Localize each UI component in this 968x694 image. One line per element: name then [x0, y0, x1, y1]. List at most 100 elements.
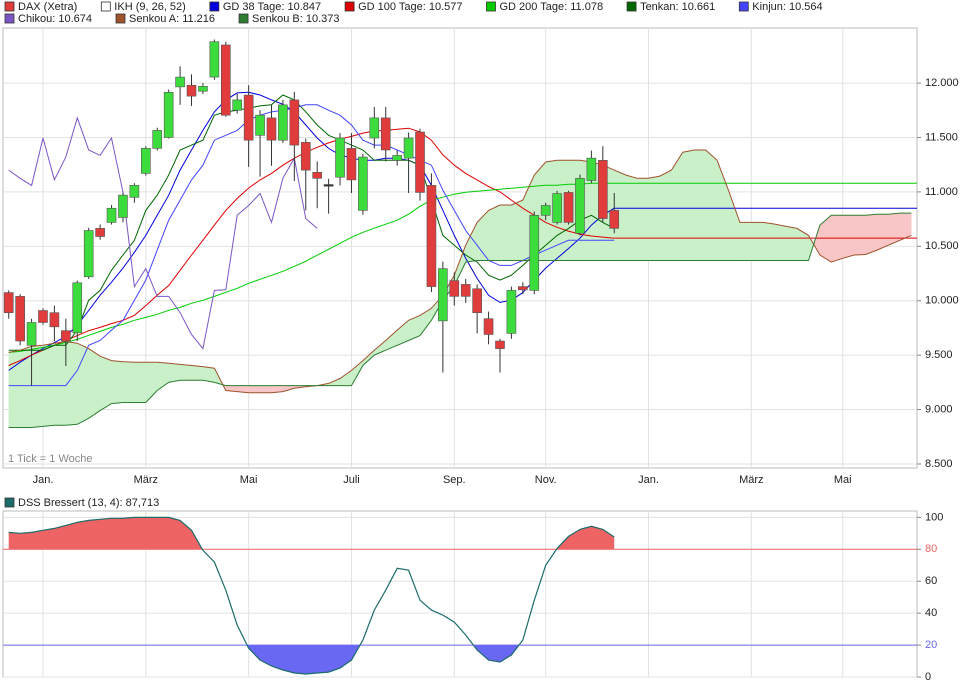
cloud	[259, 385, 272, 393]
legend-swatch	[209, 1, 220, 12]
line-series	[8, 94, 615, 351]
legend-label: DSS Bressert (13, 4): 87,713	[18, 497, 159, 509]
legend-label: DAX (Xetra)	[18, 1, 77, 13]
x-tick-label: Mai	[834, 474, 852, 486]
candle-body	[186, 84, 197, 97]
candle-body	[495, 340, 505, 349]
annotation: 1 Tick = 1 Woche	[8, 453, 92, 465]
x-tick-label: Mai	[240, 474, 258, 486]
candle-body	[609, 210, 620, 229]
candle-body	[72, 282, 83, 334]
candle-body	[506, 290, 517, 334]
cloud	[168, 363, 181, 383]
candle-body	[300, 142, 311, 171]
candle-body	[380, 117, 391, 151]
candle-body	[586, 157, 597, 181]
x-tick-label: März	[134, 474, 158, 486]
cloud	[122, 361, 135, 403]
main-plot	[3, 39, 917, 428]
cloud	[99, 355, 112, 412]
cloud	[625, 174, 638, 261]
candle-body	[220, 44, 231, 116]
y-tick-label: 9.000	[925, 403, 953, 415]
line-series	[8, 104, 615, 387]
y-tick-label: 11.500	[925, 131, 958, 143]
candle-body	[152, 130, 163, 149]
x-tick-label: März	[739, 474, 763, 486]
candle-body	[255, 114, 265, 136]
legend-swatch	[4, 497, 15, 508]
candle-body	[403, 137, 414, 159]
y-tick-label: 40	[925, 607, 937, 619]
cloud	[134, 362, 147, 403]
cloud	[54, 341, 67, 426]
cloud	[499, 204, 512, 261]
level-fill	[8, 645, 615, 674]
line-series	[8, 516, 615, 675]
cloud	[42, 342, 55, 427]
cloud	[888, 212, 901, 246]
cloud	[705, 149, 718, 261]
cloud	[488, 204, 501, 261]
cloud	[876, 214, 889, 251]
legend-label: Senkou B: 10.373	[252, 13, 339, 25]
y-tick-label: 60	[925, 575, 937, 587]
candle-body	[392, 155, 402, 161]
cloud	[248, 385, 261, 393]
candle-body	[449, 280, 460, 297]
cloud	[31, 345, 44, 428]
candle-body	[460, 284, 471, 297]
x-tick-label: Sep.	[443, 474, 466, 486]
candle-body	[438, 268, 448, 322]
x-tick-label: Jan.	[33, 474, 54, 486]
legend-swatch	[626, 1, 637, 12]
cloud	[88, 348, 101, 419]
legend-swatch	[738, 1, 749, 12]
cloud	[671, 151, 683, 261]
candle-body	[141, 148, 151, 174]
x-tick-label: Jan.	[638, 474, 659, 486]
candle-body	[575, 177, 585, 234]
cloud	[648, 175, 661, 261]
cloud	[831, 215, 843, 263]
candle-body	[335, 137, 345, 178]
cloud	[773, 223, 786, 261]
cloud	[842, 215, 855, 259]
candle-body	[289, 99, 300, 146]
legend-swatch	[238, 13, 249, 24]
candle-body	[529, 214, 540, 291]
x-tick-label: Juli	[343, 474, 360, 486]
y-tick-label: 9.500	[925, 349, 953, 361]
y-tick-label: 10.500	[925, 240, 959, 252]
cloud	[762, 222, 775, 261]
candle-body	[3, 292, 14, 313]
candle-body	[323, 184, 334, 187]
cloud	[77, 342, 89, 425]
line-series	[8, 116, 318, 350]
cloud	[739, 222, 752, 261]
legend-swatch	[115, 13, 126, 24]
cloud	[682, 149, 695, 261]
candle-body	[369, 117, 380, 139]
candle-body	[552, 193, 562, 223]
candle-body	[49, 312, 60, 328]
cloud	[865, 213, 878, 255]
y-tick-label: 80	[925, 543, 937, 555]
candle-body	[540, 205, 551, 216]
cloud	[785, 225, 798, 261]
legend-swatch	[486, 1, 496, 12]
legend-label: GD 38 Tage: 10.847	[223, 1, 321, 13]
cloud	[511, 199, 524, 261]
legend-swatch	[4, 13, 15, 24]
cloud	[808, 235, 814, 261]
cloud	[853, 215, 866, 256]
legend-swatch	[100, 1, 111, 12]
candle-body	[346, 148, 357, 181]
candle-body	[38, 310, 48, 323]
candle-body	[26, 322, 37, 346]
candle-body	[61, 330, 71, 342]
legend-label: GD 200 Tage: 11.078	[500, 1, 604, 13]
candle-body	[598, 160, 608, 219]
